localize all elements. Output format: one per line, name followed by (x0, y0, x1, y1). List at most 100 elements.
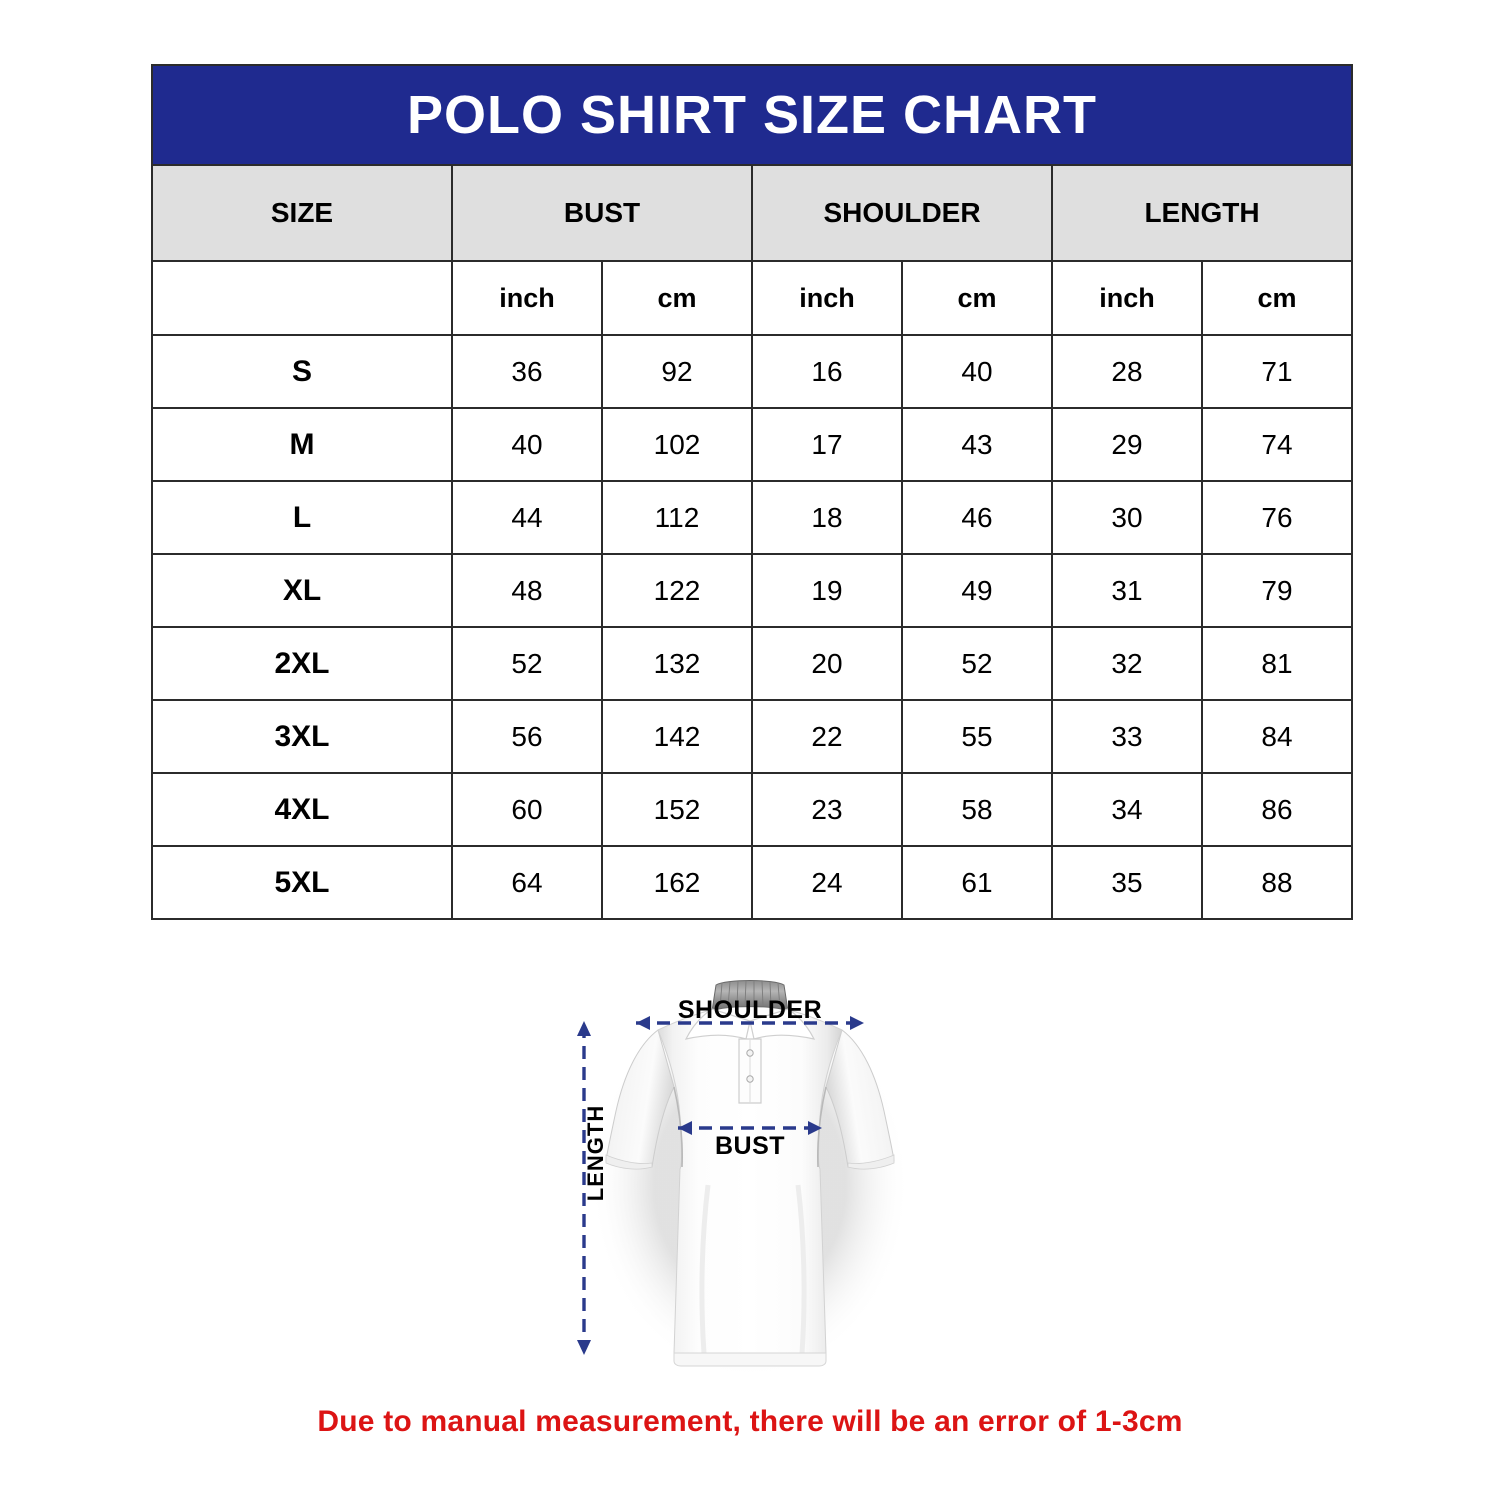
cell-length-cm: 81 (1201, 626, 1353, 701)
cell-shoulder-inch: 22 (751, 699, 903, 774)
cell-bust-inch: 36 (451, 334, 603, 409)
shirt-collar-right-wing (749, 1008, 816, 1040)
cell-bust-cm: 122 (601, 553, 753, 628)
unit-cell-blank (151, 260, 453, 336)
table-row: 3XL 56 142 22 55 33 84 (151, 699, 1353, 774)
polo-shirt-illustration (590, 980, 910, 1380)
unit-cell-bust-inch: inch (451, 260, 603, 336)
table-row: 4XL 60 152 23 58 34 86 (151, 772, 1353, 847)
shirt-collar-ribbing (719, 980, 781, 1009)
cell-shoulder-inch: 19 (751, 553, 903, 628)
cell-length-cm: 86 (1201, 772, 1353, 847)
column-header-shoulder: SHOULDER (751, 164, 1053, 262)
unit-cell-shoulder-cm: cm (901, 260, 1053, 336)
cell-shoulder-cm: 55 (901, 699, 1053, 774)
length-dimension-label: LENGTH (583, 1104, 608, 1202)
cell-shoulder-cm: 40 (901, 334, 1053, 409)
measurement-diagram (0, 955, 1500, 1385)
column-header-length: LENGTH (1051, 164, 1353, 262)
unit-cell-shoulder-inch: inch (751, 260, 903, 336)
cell-length-cm: 79 (1201, 553, 1353, 628)
size-chart-container: POLO SHIRT SIZE CHART SIZE BUST SHOULDER… (151, 64, 1353, 920)
cell-shoulder-cm: 61 (901, 845, 1053, 920)
table-title-row: POLO SHIRT SIZE CHART (151, 64, 1353, 166)
cell-shoulder-inch: 16 (751, 334, 903, 409)
cell-length-inch: 33 (1051, 699, 1203, 774)
cell-size: 5XL (151, 845, 453, 920)
cell-shoulder-cm: 46 (901, 480, 1053, 555)
cell-bust-inch: 44 (451, 480, 603, 555)
shirt-left-cuff (605, 1154, 653, 1170)
bust-dimension-label: BUST (714, 1132, 786, 1160)
cell-bust-cm: 102 (601, 407, 753, 482)
cell-bust-inch: 52 (451, 626, 603, 701)
table-row: 5XL 64 162 24 61 35 88 (151, 845, 1353, 920)
column-header-size: SIZE (151, 164, 453, 262)
cell-bust-cm: 132 (601, 626, 753, 701)
cell-bust-inch: 48 (451, 553, 603, 628)
measurement-disclaimer: Due to manual measurement, there will be… (317, 1405, 1183, 1438)
cell-size: 2XL (151, 626, 453, 701)
cell-length-inch: 29 (1051, 407, 1203, 482)
cell-shoulder-inch: 18 (751, 480, 903, 555)
cell-shoulder-inch: 23 (751, 772, 903, 847)
column-header-bust: BUST (451, 164, 753, 262)
cell-length-inch: 28 (1051, 334, 1203, 409)
cell-shoulder-inch: 24 (751, 845, 903, 920)
bust-measure-arrow (678, 1121, 822, 1135)
cell-length-inch: 32 (1051, 626, 1203, 701)
cell-bust-inch: 56 (451, 699, 603, 774)
cell-bust-cm: 112 (601, 480, 753, 555)
cell-shoulder-cm: 58 (901, 772, 1053, 847)
cell-size: 4XL (151, 772, 453, 847)
cell-shoulder-cm: 49 (901, 553, 1053, 628)
cell-bust-cm: 152 (601, 772, 753, 847)
length-measure-arrow (577, 1021, 591, 1355)
cell-length-inch: 35 (1051, 845, 1203, 920)
table-row: S 36 92 16 40 28 71 (151, 334, 1353, 409)
cell-size: 3XL (151, 699, 453, 774)
cell-bust-inch: 60 (451, 772, 603, 847)
shirt-button-bottom (746, 1075, 754, 1083)
cell-size: M (151, 407, 453, 482)
unit-header-row: inch cm inch cm inch cm (151, 260, 1353, 336)
cell-shoulder-cm: 43 (901, 407, 1053, 482)
table-row: L 44 112 18 46 30 76 (151, 480, 1353, 555)
table-row: XL 48 122 19 49 31 79 (151, 553, 1353, 628)
shoulder-measure-arrow (636, 1016, 864, 1030)
shirt-right-sleeve (825, 1029, 895, 1168)
shirt-fold-left (699, 1184, 711, 1354)
cell-size: L (151, 480, 453, 555)
cell-length-cm: 76 (1201, 480, 1353, 555)
cell-size: S (151, 334, 453, 409)
unit-cell-length-inch: inch (1051, 260, 1203, 336)
size-chart-table: POLO SHIRT SIZE CHART SIZE BUST SHOULDER… (151, 64, 1353, 920)
cell-length-cm: 71 (1201, 334, 1353, 409)
unit-cell-bust-cm: cm (601, 260, 753, 336)
shirt-hem (673, 1352, 827, 1367)
cell-bust-cm: 162 (601, 845, 753, 920)
cell-size: XL (151, 553, 453, 628)
shirt-fold-right (795, 1184, 807, 1354)
cell-bust-cm: 142 (601, 699, 753, 774)
shoulder-dimension-label: SHOULDER (677, 996, 823, 1024)
shirt-collar-left-wing (684, 1008, 751, 1040)
cell-shoulder-inch: 20 (751, 626, 903, 701)
cell-length-inch: 34 (1051, 772, 1203, 847)
cell-bust-inch: 64 (451, 845, 603, 920)
cell-shoulder-cm: 52 (901, 626, 1053, 701)
cell-length-cm: 84 (1201, 699, 1353, 774)
cell-bust-cm: 92 (601, 334, 753, 409)
unit-cell-length-cm: cm (1201, 260, 1353, 336)
cell-shoulder-inch: 17 (751, 407, 903, 482)
shirt-left-sleeve (605, 1029, 675, 1168)
cell-length-inch: 31 (1051, 553, 1203, 628)
cell-length-cm: 74 (1201, 407, 1353, 482)
group-header-row: SIZE BUST SHOULDER LENGTH (151, 164, 1353, 262)
table-row: 2XL 52 132 20 52 32 81 (151, 626, 1353, 701)
page-title: POLO SHIRT SIZE CHART (151, 64, 1353, 166)
cell-bust-inch: 40 (451, 407, 603, 482)
table-row: M 40 102 17 43 29 74 (151, 407, 1353, 482)
shirt-button-top (746, 1049, 754, 1057)
cell-length-inch: 30 (1051, 480, 1203, 555)
